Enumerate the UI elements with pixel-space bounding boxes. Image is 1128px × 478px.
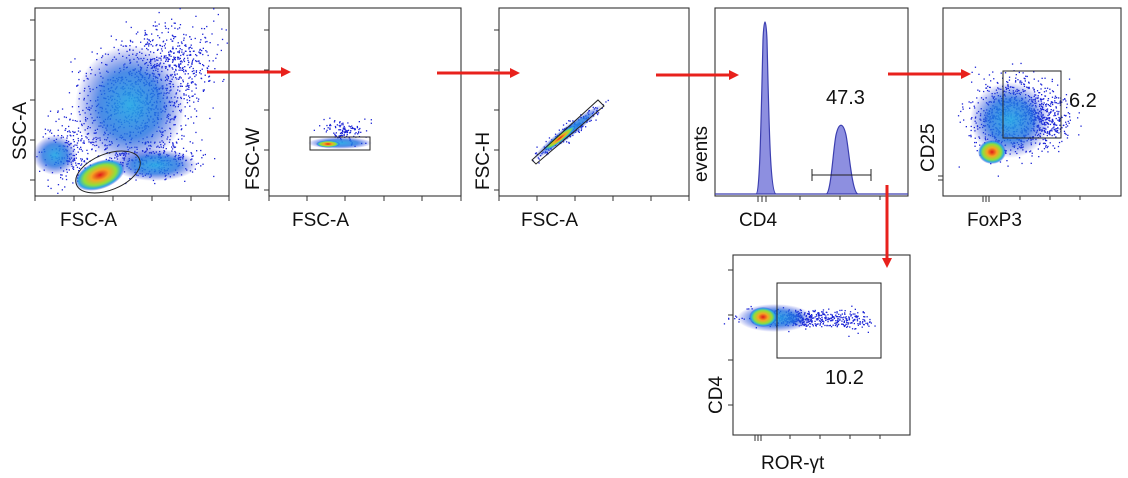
singlet-gate xyxy=(309,136,371,151)
x-axis-label: FSC-A xyxy=(60,210,117,231)
y-axis-label: FSC-H xyxy=(473,132,494,190)
singlet-hotspot xyxy=(316,140,340,148)
large-cell-cloud xyxy=(75,45,185,165)
plot-frame xyxy=(498,7,690,197)
axis-ticks xyxy=(30,19,230,201)
plot-frame xyxy=(732,254,911,436)
x-axis-label: ROR-γt xyxy=(761,453,825,474)
ror-negative-hotspot xyxy=(749,307,777,327)
singlet-gate xyxy=(531,99,605,165)
treg-gate xyxy=(1002,70,1062,139)
panel-fsc-fscw: FSC-A FSC-W xyxy=(243,7,462,231)
panel-fsc-fsch: FSC-A FSC-H xyxy=(473,7,690,231)
lymphocyte-hotspot xyxy=(75,159,125,191)
x-axis-label: FoxP3 xyxy=(967,210,1022,231)
ror-positive-gate xyxy=(776,282,882,359)
axis-ticks xyxy=(264,29,462,201)
x-axis-label: CD4 xyxy=(739,210,777,231)
panel-fsc-ssc: FSC-A SSC-A xyxy=(10,7,230,231)
panel-foxp3-cd25: 6.2 FoxP3 CD25 xyxy=(918,7,1122,231)
diagonal-hotspot xyxy=(544,125,576,151)
cd4-histogram-curve xyxy=(715,21,908,195)
debris-cluster xyxy=(33,135,77,175)
lymphocyte-gate xyxy=(75,150,141,194)
cd4-gate-percentage: 47.3 xyxy=(826,87,865,109)
y-axis-label: CD25 xyxy=(918,123,939,172)
main-population-cloud xyxy=(970,82,1050,158)
y-axis-label: SSC-A xyxy=(10,102,31,160)
density-blobs xyxy=(33,45,197,191)
cd4-positive-gate xyxy=(811,169,872,181)
axis-ticks xyxy=(757,196,881,202)
ror-gate-percentage: 10.2 xyxy=(825,367,864,389)
axis-ticks xyxy=(728,269,881,441)
x-axis-label: FSC-A xyxy=(292,210,349,231)
panel-cd4-histogram: 47.3 CD4 events xyxy=(691,7,909,231)
axis-ticks xyxy=(494,29,690,201)
axis-ticks xyxy=(938,175,1081,202)
y-axis-label: FSC-W xyxy=(243,128,264,190)
y-axis-label: CD4 xyxy=(706,376,727,414)
plot-frame xyxy=(268,7,462,197)
treg-gate-percentage: 6.2 xyxy=(1069,90,1097,112)
cd25-negative-hotspot xyxy=(978,140,1006,164)
small-cell-cluster xyxy=(113,149,197,181)
plot-frame xyxy=(714,7,909,197)
y-axis-label: events xyxy=(691,126,712,182)
panel-rorgt-cd4: 10.2 ROR-γt CD4 xyxy=(706,254,911,474)
x-axis-label: FSC-A xyxy=(521,210,578,231)
gating-arrows xyxy=(207,67,971,268)
